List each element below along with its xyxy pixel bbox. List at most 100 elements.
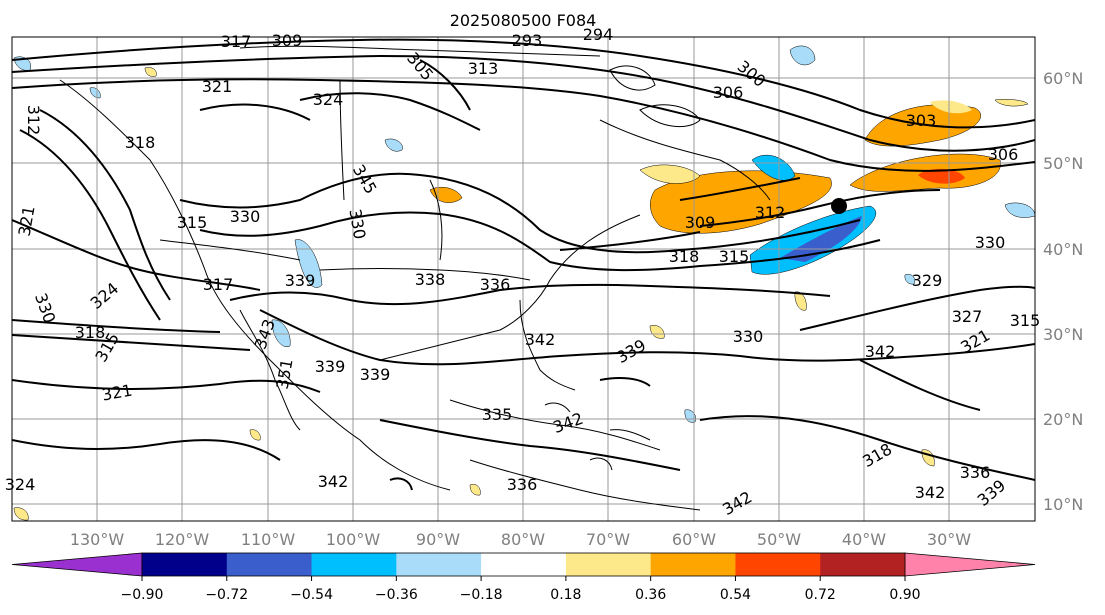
colorbar-tick-label: 0.90 <box>889 587 920 603</box>
lat-label: 40°N <box>1043 240 1083 259</box>
shade-patch <box>144 67 157 77</box>
lat-label: 60°N <box>1043 69 1083 88</box>
colorbar-bin <box>311 553 397 576</box>
colorbar-bin <box>650 553 736 576</box>
latitude-labels: 60°N 50°N 40°N 30°N 20°N 10°N <box>1043 69 1083 514</box>
colorbar-tick-label: 0.18 <box>550 587 581 603</box>
contour-label: 336 <box>480 275 511 294</box>
contour-label: 309 <box>272 31 303 50</box>
colorbar-bin <box>396 553 482 576</box>
contour-label: 342 <box>915 483 946 502</box>
contour-label: 309 <box>685 213 716 232</box>
contour-label: 329 <box>912 271 943 290</box>
colorbar-tick-label: −0.72 <box>205 587 248 603</box>
contour-label: 312 <box>755 203 786 222</box>
lat-label: 50°N <box>1043 154 1083 173</box>
map-frame <box>11 36 1036 522</box>
lon-label: 40°W <box>842 530 886 549</box>
contour-label: 327 <box>952 307 983 326</box>
contour-label: 294 <box>583 25 614 44</box>
lon-label: 60°W <box>672 530 716 549</box>
coastlines <box>59 45 771 511</box>
lon-label: 50°W <box>757 530 801 549</box>
colorbar-bin <box>565 553 652 576</box>
shade-patch <box>384 138 403 152</box>
contour-label: 318 <box>125 133 156 152</box>
colorbar-tick-label: −0.90 <box>121 587 164 603</box>
colorbar-tick-label: −0.54 <box>290 587 333 603</box>
contour-label: 321 <box>202 77 233 96</box>
lon-label: 70°W <box>586 530 630 549</box>
figure-title: 2025080500 F084 <box>450 11 597 30</box>
shade-patch <box>469 484 481 496</box>
shade-patch <box>639 164 701 184</box>
shade-patch <box>789 45 816 66</box>
contour-label: 330 <box>733 327 764 346</box>
lat-label: 10°N <box>1043 495 1083 514</box>
colorbar-tick-label: 0.54 <box>720 587 751 603</box>
colorbar-tick-label: 0.72 <box>805 587 836 603</box>
shade-patch <box>994 98 1029 107</box>
contour-label: 330 <box>230 207 261 226</box>
colorbar-tick-label: −0.18 <box>460 587 503 603</box>
lon-label: 110°W <box>241 530 296 549</box>
shade-patch <box>649 325 665 339</box>
lon-label: 130°W <box>70 530 125 549</box>
contour-label: 339 <box>285 271 316 290</box>
shade-patch <box>780 216 862 262</box>
lat-label: 30°N <box>1043 325 1083 344</box>
colorbar-extend-high <box>904 552 1036 577</box>
shade-patch <box>751 154 796 181</box>
lon-label: 100°W <box>326 530 381 549</box>
lon-label: 120°W <box>155 530 210 549</box>
contour-label: 315 <box>719 247 750 266</box>
contour-label: 339 <box>360 365 391 384</box>
shade-patch <box>918 168 965 184</box>
contour-label: 293 <box>512 31 543 50</box>
contour-label: 338 <box>415 270 446 289</box>
lat-label: 20°N <box>1043 410 1083 429</box>
contour-label: 318 <box>669 247 700 266</box>
colorbar-extend-low <box>11 552 143 577</box>
contour-label: 335 <box>482 405 513 424</box>
contour-label: 315 <box>177 213 208 232</box>
contour-label: 336 <box>960 463 991 482</box>
contour-label: 339 <box>315 357 346 376</box>
colorbar-bin <box>226 553 313 576</box>
lon-label: 80°W <box>501 530 545 549</box>
contour-label: 312 <box>24 105 43 136</box>
colorbar: −0.90 −0.72 −0.54 −0.36 −0.18 0.18 0.36 0.54 0.7… <box>11 552 1036 603</box>
contour-label: 342 <box>525 330 556 349</box>
contour-label: 324 <box>313 90 344 109</box>
colorbar-bin <box>820 553 906 576</box>
contour-label: 303 <box>906 111 937 130</box>
contour-label: 306 <box>988 145 1019 164</box>
shade-patch <box>1004 202 1035 218</box>
shade-patch <box>249 429 261 441</box>
contour-label: 317 <box>203 275 234 294</box>
contour-label: 330 <box>975 233 1006 252</box>
low-center-dot <box>831 198 847 214</box>
shade-patch <box>89 87 101 99</box>
contour-label: 342 <box>865 342 896 361</box>
contour-label: 318 <box>75 323 106 342</box>
contour-lines <box>12 38 1035 491</box>
colorbar-frame <box>141 552 906 577</box>
contour-label: 336 <box>507 475 538 494</box>
shade-patch <box>13 507 29 521</box>
contour-label: 317 <box>221 32 252 51</box>
contour-label: 342 <box>318 472 349 491</box>
contour-label: 315 <box>1010 311 1041 330</box>
lon-label: 90°W <box>416 530 460 549</box>
contour-label: 324 <box>5 475 36 494</box>
contour-label: 313 <box>468 59 499 78</box>
shade-patch <box>904 274 915 285</box>
colorbar-tick-label: 0.36 <box>635 587 666 603</box>
shade-patch <box>294 239 323 288</box>
contour-label: 306 <box>713 83 744 102</box>
shade-patch <box>930 100 972 114</box>
longitude-labels: 130°W 120°W 110°W 100°W 90°W 80°W 70°W 6… <box>70 530 971 549</box>
colorbar-bin <box>142 553 228 576</box>
